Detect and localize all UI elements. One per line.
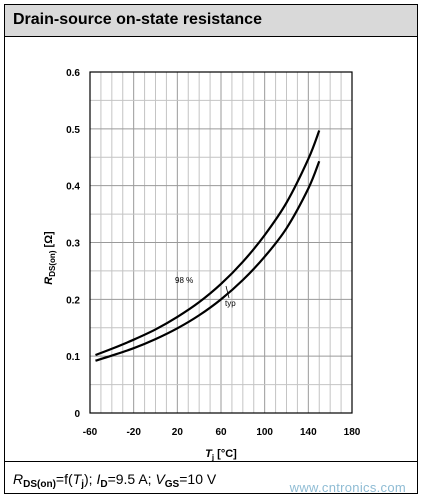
caption-eq3: =9.5 A; bbox=[107, 471, 156, 487]
tick-labels: -60 -20 20 60 100 140 180 0 0.1 0.2 0.3 0.4 0.5 0.6 bbox=[66, 68, 361, 438]
watermark-text: www.cntronics.com bbox=[289, 480, 406, 495]
series-label-typ: typ bbox=[225, 299, 236, 308]
x-label-symbol: T bbox=[205, 448, 213, 460]
x-tick-label: 140 bbox=[300, 427, 317, 438]
chart-header: Drain-source on-state resistance bbox=[5, 5, 417, 37]
chart-title: Drain-source on-state resistance bbox=[13, 11, 262, 28]
x-tick-label: 100 bbox=[256, 427, 273, 438]
series-line-1 bbox=[95, 160, 321, 362]
caption-eq1: =f( bbox=[55, 471, 73, 487]
caption-eq4: =10 V bbox=[179, 471, 217, 487]
grid bbox=[89, 71, 353, 414]
x-label-sub: j bbox=[211, 453, 214, 462]
caption-v-symbol: V bbox=[155, 471, 165, 487]
caption-r-symbol: R bbox=[13, 471, 24, 487]
caption-i-sub: D bbox=[100, 479, 108, 490]
footer-divider bbox=[5, 461, 417, 462]
y-tick-label: 0.2 bbox=[66, 295, 80, 306]
y-label-sub: DS(on) bbox=[48, 250, 57, 277]
caption-eq2: ); bbox=[83, 471, 97, 487]
y-tick-label: 0.4 bbox=[66, 182, 80, 193]
typ-leader-line bbox=[225, 285, 230, 299]
y-tick-label: 0.5 bbox=[66, 125, 80, 136]
y-tick-label: 0.1 bbox=[66, 352, 80, 363]
chart-panel: Drain-source on-state resistance RDS(on)… bbox=[4, 4, 418, 494]
x-label-unit: [°C] bbox=[214, 448, 237, 460]
series-label-98: 98 % bbox=[175, 276, 193, 285]
x-tick-label: 180 bbox=[344, 427, 361, 438]
caption-v-sub: GS bbox=[164, 479, 180, 490]
y-tick-label: 0.3 bbox=[66, 239, 80, 250]
y-axis-label: RDS(on) [Ω] bbox=[43, 231, 57, 285]
x-tick-label: -20 bbox=[126, 427, 141, 438]
plot-border bbox=[89, 71, 353, 414]
series-line-0 bbox=[95, 130, 321, 357]
y-tick-label: 0.6 bbox=[66, 68, 80, 79]
caption-t-sub: j bbox=[81, 479, 84, 490]
series-group bbox=[95, 130, 321, 362]
test-conditions-caption: RDS(on)=f(Tj); ID=9.5 A; VGS=10 V bbox=[13, 471, 216, 490]
x-tick-label: 20 bbox=[172, 427, 184, 438]
y-label-unit: [Ω] bbox=[43, 231, 55, 251]
caption-r-sub: DS(on) bbox=[23, 479, 56, 490]
caption-i-symbol: I bbox=[96, 471, 101, 487]
y-tick-label: 0 bbox=[74, 409, 80, 420]
x-tick-label: 60 bbox=[215, 427, 227, 438]
x-axis-label: Tj [°C] bbox=[205, 448, 237, 462]
y-label-symbol: R bbox=[43, 277, 55, 285]
caption-t-symbol: T bbox=[72, 471, 82, 487]
x-tick-label: -60 bbox=[83, 427, 98, 438]
